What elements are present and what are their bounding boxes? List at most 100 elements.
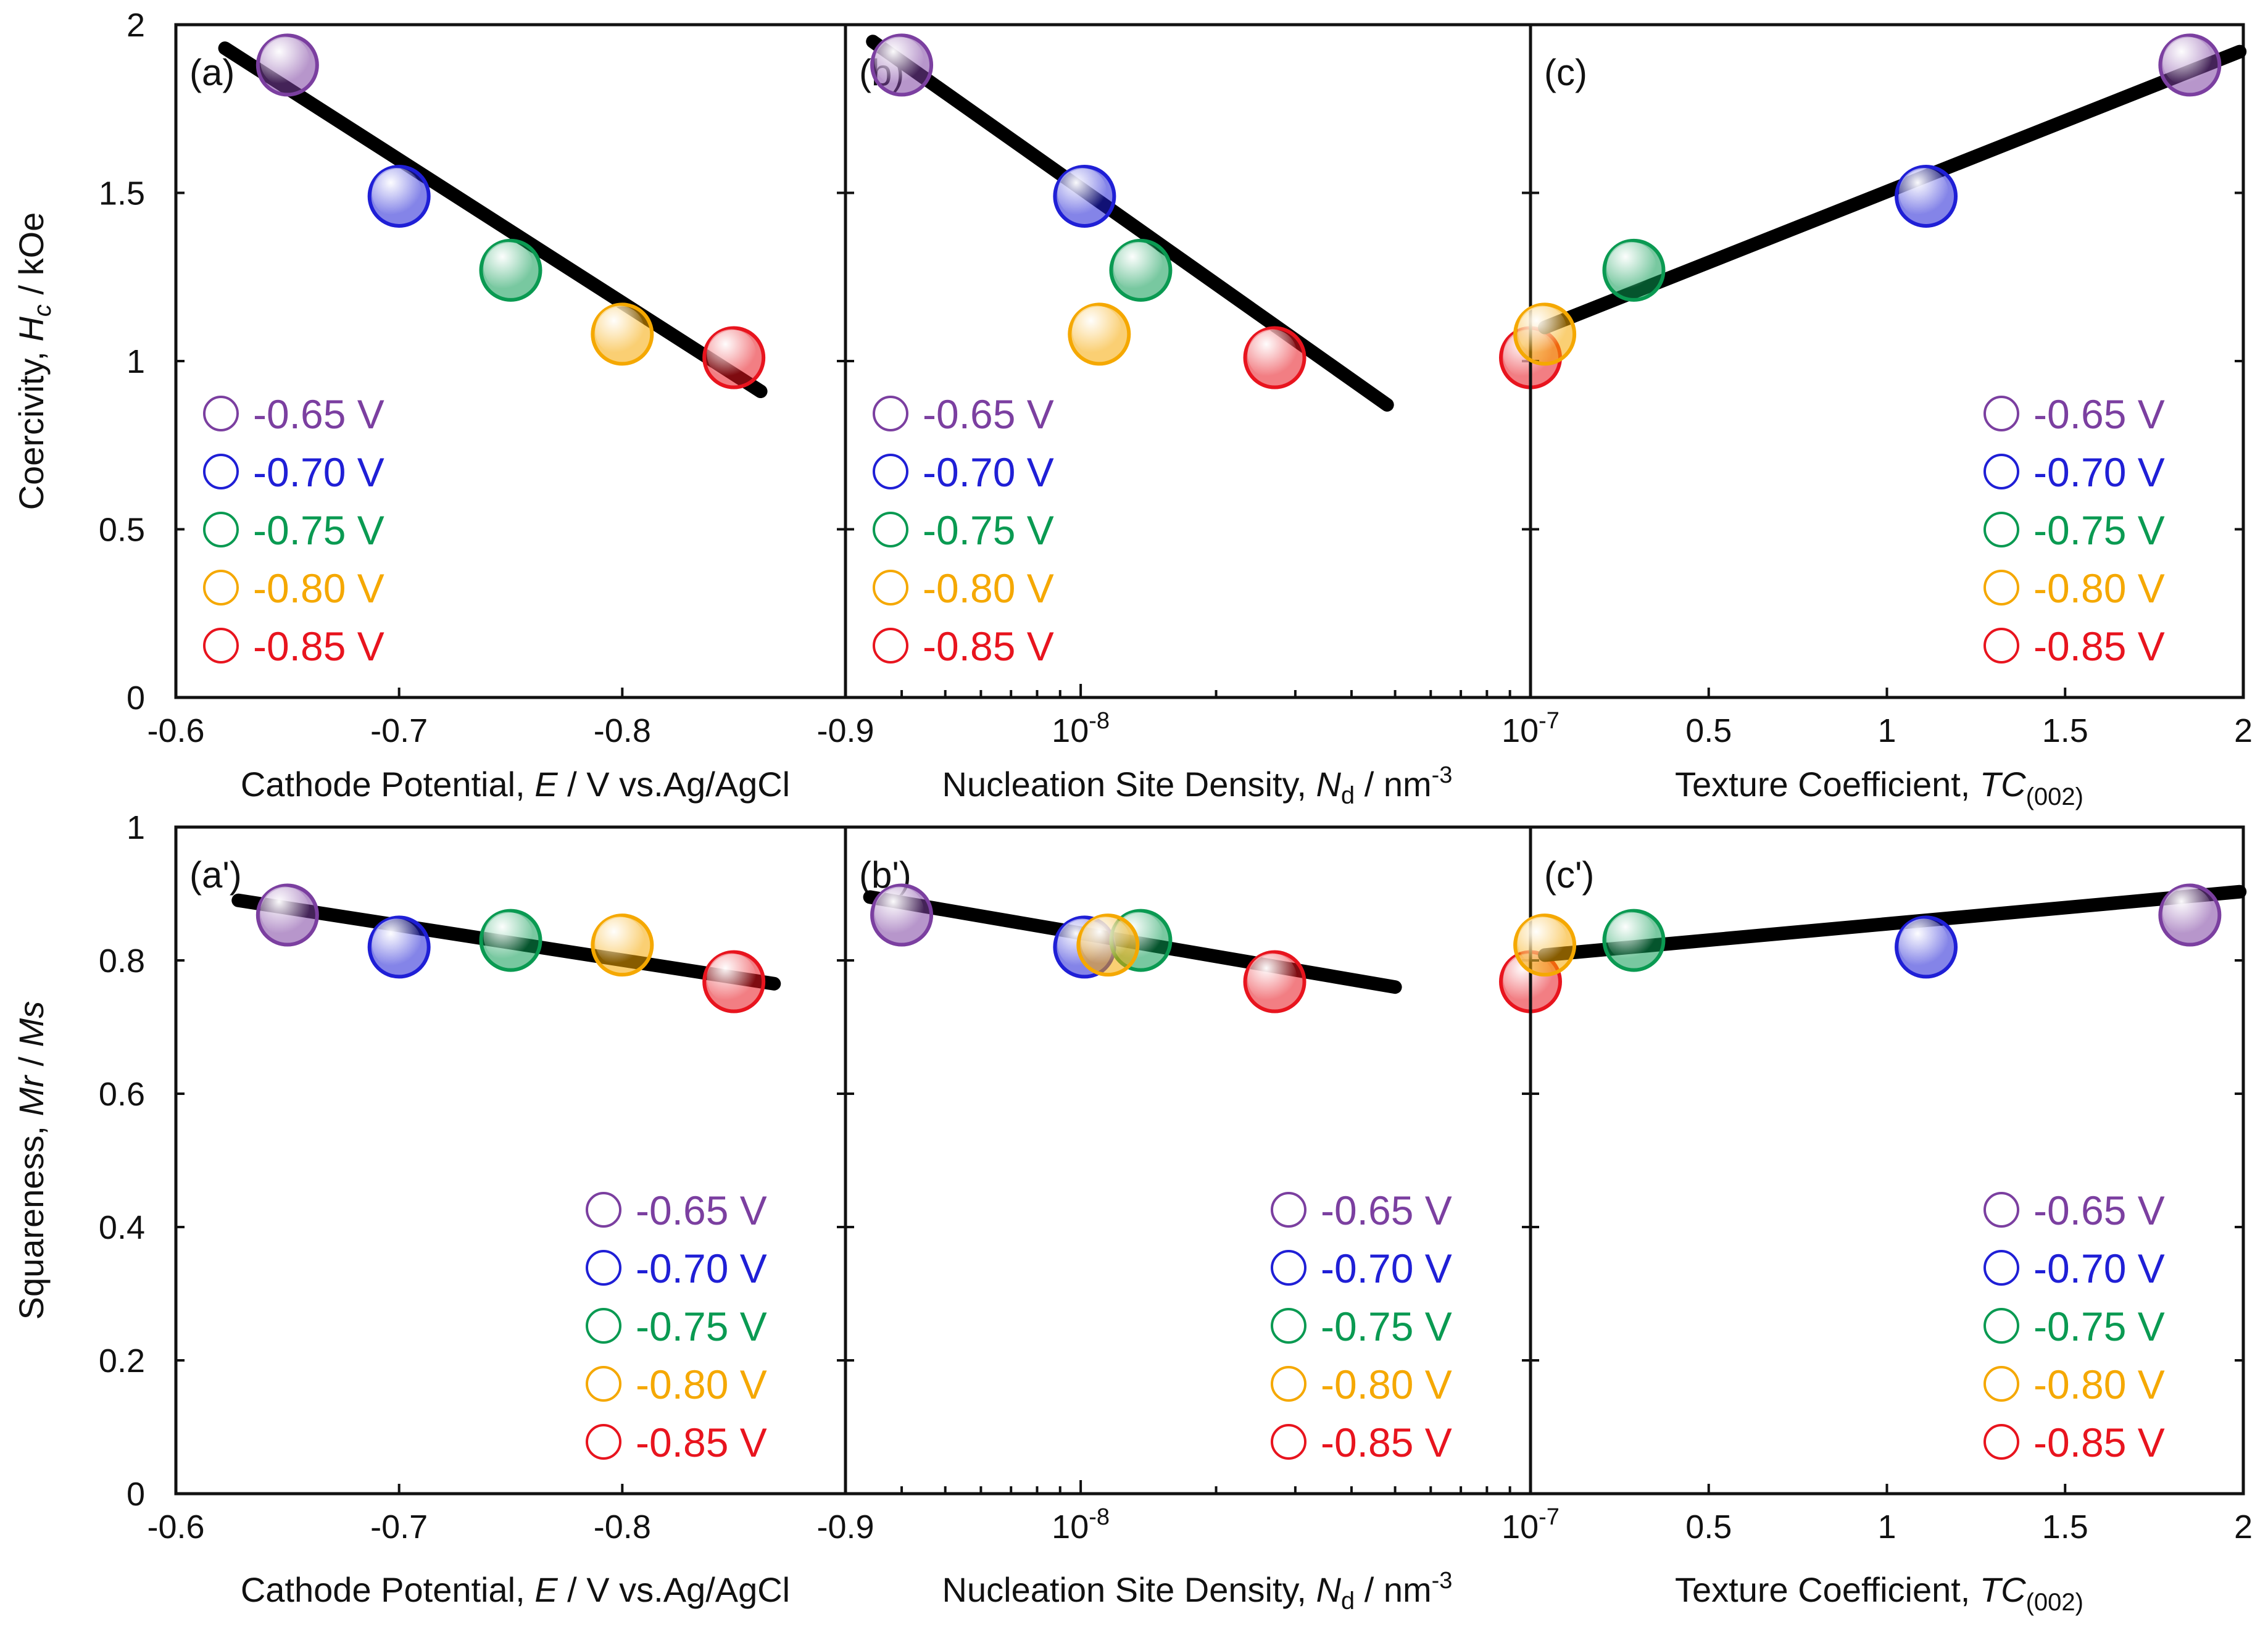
legend-item: -0.70 V bbox=[1271, 1246, 1452, 1291]
legend-item: -0.70 V bbox=[1983, 449, 2165, 495]
legend-marker bbox=[1983, 512, 2019, 547]
data-point-075 bbox=[1602, 238, 1666, 302]
legend-item: -0.65 V bbox=[1983, 391, 2165, 437]
y-axis-title: Squareness, Mr / Ms bbox=[12, 1001, 51, 1320]
y-tick-label: 1.5 bbox=[99, 175, 145, 212]
data-point-085 bbox=[702, 950, 766, 1013]
legend-item: -0.75 V bbox=[1983, 1304, 2165, 1349]
data-point-085 bbox=[702, 326, 766, 389]
x-tick-label: -0.9 bbox=[816, 1508, 874, 1546]
legend-marker bbox=[873, 396, 908, 431]
x-tick-label: 1.5 bbox=[2042, 1508, 2088, 1546]
y-tick-label: 1 bbox=[127, 343, 145, 380]
legend-marker bbox=[873, 512, 908, 547]
x-tick-label: -0.8 bbox=[594, 712, 651, 749]
data-point-085 bbox=[1243, 950, 1306, 1013]
legend-item: -0.75 V bbox=[1271, 1304, 1452, 1349]
legend-marker bbox=[873, 570, 908, 605]
data-point-070 bbox=[1895, 915, 1958, 979]
data-point-065 bbox=[255, 33, 319, 97]
y-tick-label: 0.2 bbox=[99, 1342, 145, 1379]
legend-marker bbox=[873, 628, 908, 664]
legend: -0.65 V -0.70 V -0.75 V -0.80 V -0.85 V bbox=[1983, 391, 2165, 669]
data-point-075 bbox=[479, 909, 542, 972]
x-tick-label: 10-7 bbox=[1502, 708, 1560, 749]
legend: -0.65 V -0.70 V -0.75 V -0.80 V -0.85 V bbox=[873, 391, 1054, 669]
x-tick-label: 1 bbox=[1877, 1508, 1896, 1546]
x-axis-title: Texture Coefficient, TC(002) bbox=[1675, 765, 2083, 810]
x-tick-label: 10-8 bbox=[1052, 1504, 1110, 1546]
legend-marker bbox=[203, 512, 239, 547]
legend: -0.65 V -0.70 V -0.75 V -0.80 V -0.85 V bbox=[1983, 1188, 2165, 1465]
legend-marker bbox=[1983, 628, 2019, 664]
panel-4: 0 0.2 0.4 0.6 0.8 1 -0.6 -0.7 -0.8 -0.9 (a') -0.65 … bbox=[99, 809, 874, 1546]
legend-marker bbox=[586, 1308, 621, 1344]
x-tick-label: 10-8 bbox=[1052, 708, 1110, 749]
legend-marker bbox=[1271, 1308, 1306, 1344]
legend-label: -0.80 V bbox=[2033, 1362, 2165, 1407]
legend-item: -0.80 V bbox=[203, 565, 384, 611]
legend-label: -0.80 V bbox=[1321, 1362, 1452, 1407]
y-tick-label: 0.5 bbox=[99, 512, 145, 549]
legend-item: -0.80 V bbox=[586, 1362, 767, 1407]
legend-item: -0.65 V bbox=[873, 391, 1054, 437]
legend-label: -0.70 V bbox=[253, 449, 384, 495]
data-point-080 bbox=[591, 913, 654, 977]
panel-label: (a') bbox=[189, 854, 242, 896]
panel-label: (a) bbox=[189, 52, 235, 93]
legend-marker bbox=[586, 1250, 621, 1286]
legend-marker bbox=[1271, 1424, 1306, 1460]
legend-item: -0.75 V bbox=[586, 1304, 767, 1349]
y-tick-label: 0.8 bbox=[99, 942, 145, 980]
data-point-085 bbox=[1243, 326, 1306, 389]
legend-marker bbox=[203, 454, 239, 489]
legend-label: -0.70 V bbox=[923, 449, 1054, 495]
legend-marker bbox=[1983, 1366, 2019, 1402]
legend: -0.65 V -0.70 V -0.75 V -0.80 V -0.85 V bbox=[203, 391, 384, 669]
panel-5: 10-8 10-7(b')-0.65 V-0.70 V-0.75 V-0.80 V… bbox=[844, 825, 1562, 1546]
legend-item: -0.65 V bbox=[1271, 1188, 1452, 1233]
x-axis-title: Nucleation Site Density, Nd / nm-3 bbox=[942, 1568, 1453, 1615]
data-point-065 bbox=[2158, 33, 2222, 97]
legend-item: -0.75 V bbox=[203, 507, 384, 553]
panel-1: 0 0.5 1 1.5 2 -0.6 -0.7 -0.8 -0.9 (a) -0.65 V -0.70… bbox=[99, 7, 874, 749]
legend-item: -0.85 V bbox=[586, 1420, 767, 1465]
y-tick-label: 0 bbox=[127, 1476, 145, 1513]
legend-marker bbox=[586, 1424, 621, 1460]
legend-item: -0.80 V bbox=[873, 565, 1054, 611]
legend-label: -0.65 V bbox=[253, 391, 384, 437]
y-tick-label: 0.6 bbox=[99, 1076, 145, 1113]
legend-marker bbox=[1983, 1250, 2019, 1286]
data-point-070 bbox=[1053, 164, 1116, 228]
legend-item: -0.75 V bbox=[1983, 507, 2165, 553]
legend-label: -0.75 V bbox=[2033, 507, 2165, 553]
x-tick-label: -0.8 bbox=[594, 1508, 651, 1546]
legend-label: -0.80 V bbox=[253, 565, 384, 611]
data-point-070 bbox=[367, 164, 431, 228]
legend-label: -0.75 V bbox=[2033, 1304, 2165, 1349]
legend-item: -0.85 V bbox=[873, 623, 1054, 669]
x-tick-label: 0.5 bbox=[1685, 1508, 1732, 1546]
panel-2: 10-810-7(b)-0.65 V-0.70 V-0.75 V-0.80 V-… bbox=[844, 23, 1562, 749]
data-point-070 bbox=[367, 915, 431, 979]
legend-item: -0.85 V bbox=[1983, 1420, 2165, 1465]
legend-label: -0.85 V bbox=[636, 1420, 767, 1465]
legend-item: -0.75 V bbox=[873, 507, 1054, 553]
data-point-080 bbox=[1513, 302, 1577, 366]
data-point-065 bbox=[870, 33, 934, 97]
legend-item: -0.70 V bbox=[1983, 1246, 2165, 1291]
legend-item: -0.85 V bbox=[203, 623, 384, 669]
legend-item: -0.70 V bbox=[586, 1246, 767, 1291]
data-point-080 bbox=[1068, 302, 1131, 366]
data-point-080 bbox=[1513, 913, 1577, 977]
legend-label: -0.85 V bbox=[253, 623, 384, 669]
panel-label: (c) bbox=[1544, 52, 1587, 93]
legend-label: -0.85 V bbox=[2033, 623, 2165, 669]
legend-label: -0.80 V bbox=[2033, 565, 2165, 611]
legend-item: -0.65 V bbox=[1983, 1188, 2165, 1233]
legend-marker bbox=[203, 628, 239, 664]
panel-6: 0.5 1 1.5 2 (c') -0.65 V -0.70 V -0.75 V -0.80 V… bbox=[1513, 825, 2253, 1546]
legend-item: -0.70 V bbox=[203, 449, 384, 495]
fit-line bbox=[218, 41, 768, 399]
data-point-075 bbox=[1109, 238, 1173, 302]
